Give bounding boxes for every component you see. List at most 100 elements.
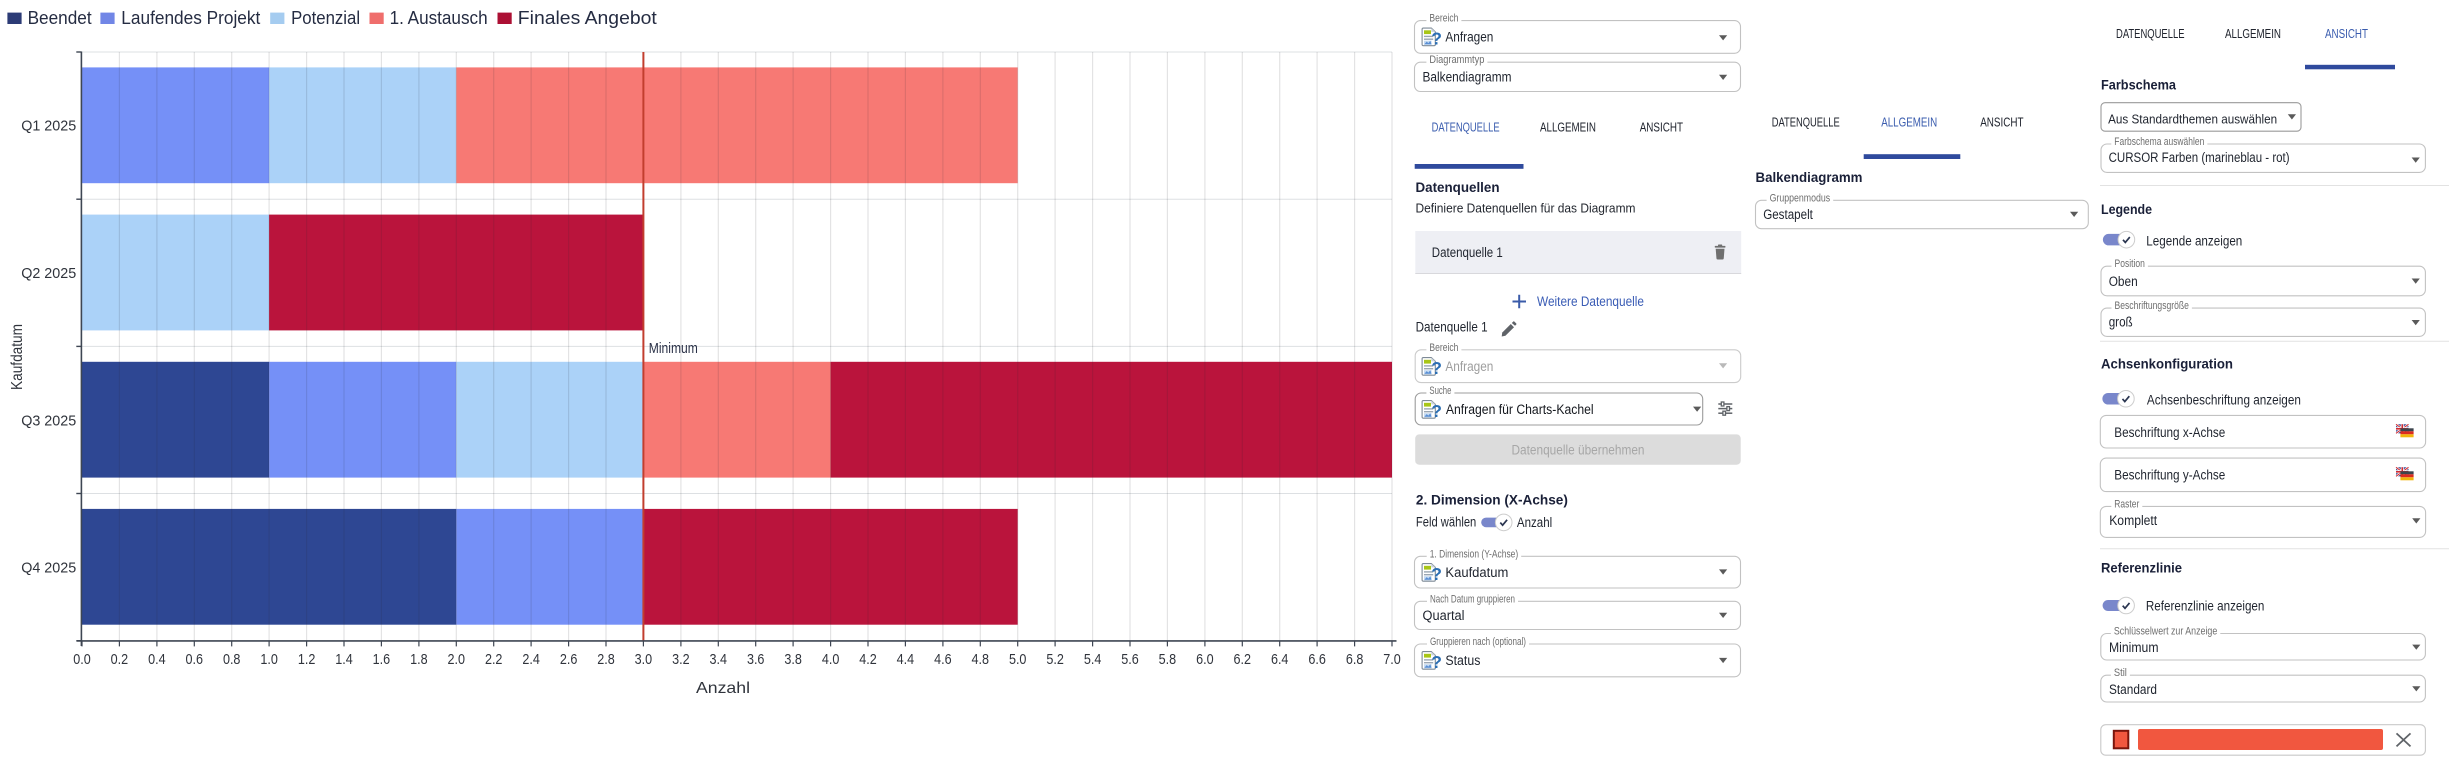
svg-text:Nach Datum gruppieren: Nach Datum gruppieren: [1430, 593, 1515, 605]
svg-text:Raster: Raster: [2114, 498, 2139, 510]
svg-text:Bereich: Bereich: [1429, 13, 1458, 25]
svg-text:1.8: 1.8: [410, 651, 428, 668]
svg-text:groß: groß: [2109, 314, 2133, 329]
svg-text:Datenquelle übernehmen: Datenquelle übernehmen: [1512, 443, 1645, 458]
svg-text:Weitere Datenquelle: Weitere Datenquelle: [1537, 294, 1644, 309]
svg-text:ANSICHT: ANSICHT: [1980, 116, 2024, 130]
svg-text:2.4: 2.4: [522, 651, 540, 668]
svg-text:Farbschema: Farbschema: [2101, 76, 2176, 92]
svg-text:Bereich: Bereich: [1429, 342, 1458, 354]
svg-text:3.2: 3.2: [672, 651, 690, 668]
svg-text:1. Austausch: 1. Austausch: [390, 8, 488, 28]
svg-text:Kaufdatum: Kaufdatum: [9, 324, 26, 390]
svg-text:Legende anzeigen: Legende anzeigen: [2146, 234, 2242, 249]
svg-text:DATENQUELLE: DATENQUELLE: [2116, 27, 2185, 41]
svg-text:Legende: Legende: [2101, 201, 2152, 217]
svg-text:Q1 2025: Q1 2025: [21, 117, 76, 134]
svg-text:DATENQUELLE: DATENQUELLE: [1772, 116, 1840, 130]
svg-text:Referenzlinie anzeigen: Referenzlinie anzeigen: [2146, 599, 2265, 614]
svg-text:Position: Position: [2115, 258, 2145, 270]
svg-text:4.4: 4.4: [897, 651, 915, 668]
svg-text:Achsenkonfiguration: Achsenkonfiguration: [2101, 355, 2233, 371]
svg-text:DATENQUELLE: DATENQUELLE: [1432, 121, 1500, 135]
svg-text:Status: Status: [1445, 653, 1480, 668]
svg-text:6.2: 6.2: [1234, 651, 1252, 668]
svg-text:Referenzlinie: Referenzlinie: [2101, 560, 2182, 576]
svg-text:ANSICHT: ANSICHT: [2325, 27, 2368, 41]
svg-text:2.0: 2.0: [448, 651, 466, 668]
svg-text:Q4 2025: Q4 2025: [21, 560, 76, 577]
svg-text:Kaufdatum: Kaufdatum: [1445, 565, 1508, 580]
svg-text:2.2: 2.2: [485, 651, 503, 668]
svg-text:1. Dimension (Y-Achse): 1. Dimension (Y-Achse): [1430, 548, 1519, 560]
svg-text:Suche: Suche: [1429, 385, 1451, 397]
svg-text:Gruppieren nach (optional): Gruppieren nach (optional): [1430, 636, 1526, 648]
svg-text:Laufendes Projekt: Laufendes Projekt: [121, 8, 260, 28]
svg-text:6.4: 6.4: [1271, 651, 1289, 668]
svg-text:Aus Standardthemen auswählen: Aus Standardthemen auswählen: [2108, 112, 2277, 127]
svg-text:4.6: 4.6: [934, 651, 952, 668]
svg-text:1.4: 1.4: [335, 651, 353, 668]
svg-text:Datenquellen: Datenquellen: [1416, 179, 1500, 195]
svg-text:Stil: Stil: [2114, 667, 2127, 679]
svg-text:0.0: 0.0: [73, 651, 91, 668]
svg-text:Datenquelle 1: Datenquelle 1: [1432, 245, 1503, 260]
svg-text:5.6: 5.6: [1121, 651, 1139, 668]
svg-text:CURSOR Farben (marineblau - ro: CURSOR Farben (marineblau - rot): [2109, 150, 2290, 165]
svg-text:4.8: 4.8: [972, 651, 990, 668]
svg-text:0.8: 0.8: [223, 651, 241, 668]
svg-text:Quartal: Quartal: [1423, 608, 1465, 623]
svg-text:2. Dimension (X-Achse): 2. Dimension (X-Achse): [1416, 491, 1568, 507]
svg-text:Definiere Datenquellen für das: Definiere Datenquellen für das Diagramm: [1416, 201, 1636, 216]
svg-text:Anfragen: Anfragen: [1445, 30, 1493, 45]
svg-text:3.0: 3.0: [635, 651, 653, 668]
svg-text:0.2: 0.2: [111, 651, 129, 668]
svg-text:5.2: 5.2: [1046, 651, 1064, 668]
svg-text:ALLGEMEIN: ALLGEMEIN: [2225, 27, 2281, 41]
svg-text:ALLGEMEIN: ALLGEMEIN: [1881, 116, 1937, 130]
svg-text:Balkendiagramm: Balkendiagramm: [1423, 70, 1512, 85]
svg-text:1.2: 1.2: [298, 651, 316, 668]
svg-text:Minimum: Minimum: [649, 341, 698, 357]
svg-text:Potenzial: Potenzial: [291, 8, 360, 28]
svg-text:7.0: 7.0: [1383, 651, 1401, 668]
svg-text:5.0: 5.0: [1009, 651, 1027, 668]
svg-text:2.8: 2.8: [597, 651, 615, 668]
svg-text:6.0: 6.0: [1196, 651, 1214, 668]
svg-text:ALLGEMEIN: ALLGEMEIN: [1540, 121, 1596, 135]
svg-text:Anzahl: Anzahl: [696, 680, 750, 697]
svg-text:3.6: 3.6: [747, 651, 765, 668]
svg-text:Beschriftungsgröße: Beschriftungsgröße: [2115, 300, 2189, 312]
svg-text:Anfragen: Anfragen: [1445, 359, 1493, 374]
svg-text:Q3 2025: Q3 2025: [21, 412, 76, 429]
svg-text:Beendet: Beendet: [28, 8, 92, 28]
svg-text:Minimum: Minimum: [2109, 640, 2159, 655]
svg-text:Gruppenmodus: Gruppenmodus: [1770, 192, 1831, 204]
svg-text:3.4: 3.4: [710, 651, 728, 668]
svg-text:6.8: 6.8: [1346, 651, 1364, 668]
svg-text:Oben: Oben: [2109, 274, 2138, 289]
svg-text:4.2: 4.2: [859, 651, 877, 668]
svg-text:1.0: 1.0: [260, 651, 278, 668]
svg-text:Schlüsselwert zur Anzeige: Schlüsselwert zur Anzeige: [2114, 626, 2217, 638]
svg-text:Gestapelt: Gestapelt: [1763, 207, 1813, 222]
svg-text:Datenquelle 1: Datenquelle 1: [1416, 320, 1488, 335]
svg-text:0.6: 0.6: [186, 651, 204, 668]
svg-text:Achsenbeschriftung anzeigen: Achsenbeschriftung anzeigen: [2147, 393, 2301, 408]
svg-text:0.4: 0.4: [148, 651, 166, 668]
svg-text:2.6: 2.6: [560, 651, 578, 668]
svg-text:3.8: 3.8: [784, 651, 802, 668]
svg-text:Beschriftung x-Achse: Beschriftung x-Achse: [2114, 425, 2225, 440]
svg-text:Farbschema auswählen: Farbschema auswählen: [2114, 136, 2204, 148]
svg-text:Finales Angebot: Finales Angebot: [518, 8, 657, 28]
svg-text:5.4: 5.4: [1084, 651, 1102, 668]
svg-text:Feld wählen: Feld wählen: [1416, 515, 1476, 530]
svg-text:Komplett: Komplett: [2109, 513, 2157, 528]
svg-text:ANSICHT: ANSICHT: [1640, 121, 1684, 135]
svg-text:6.6: 6.6: [1308, 651, 1326, 668]
svg-text:Beschriftung y-Achse: Beschriftung y-Achse: [2114, 468, 2225, 483]
svg-text:Q2 2025: Q2 2025: [21, 265, 76, 282]
svg-text:Diagrammtyp: Diagrammtyp: [1429, 54, 1484, 66]
svg-text:Standard: Standard: [2109, 682, 2157, 697]
svg-text:4.0: 4.0: [822, 651, 840, 668]
